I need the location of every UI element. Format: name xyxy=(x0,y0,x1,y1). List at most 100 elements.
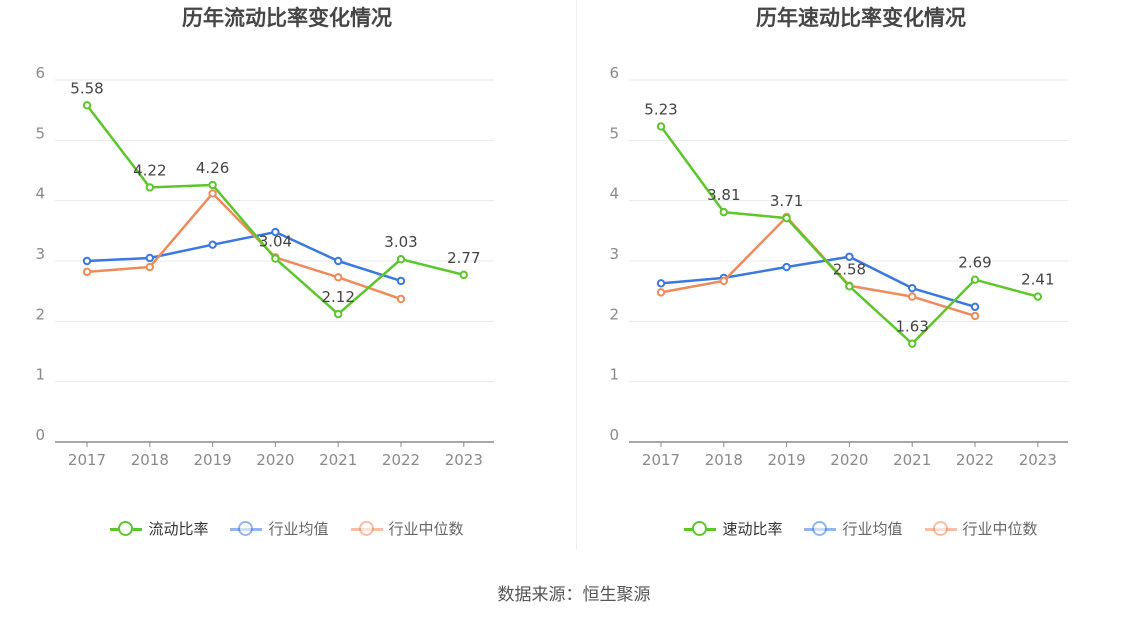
data-point xyxy=(208,189,217,198)
data-point xyxy=(845,252,854,261)
x-tick-label: 2019 xyxy=(768,451,806,469)
x-tick-label: 2018 xyxy=(705,451,743,469)
data-point xyxy=(208,240,217,249)
data-point xyxy=(459,270,468,280)
legend-label: 行业均值 xyxy=(268,520,329,538)
series-line xyxy=(86,230,402,283)
x-tick-label: 2018 xyxy=(131,451,169,469)
data-label: 2.77 xyxy=(447,249,480,267)
data-point xyxy=(396,254,406,264)
data-point xyxy=(970,302,980,312)
y-tick-label: 5 xyxy=(35,124,45,142)
y-tick-label: 2 xyxy=(609,305,619,323)
data-label: 2.69 xyxy=(958,254,991,272)
source-note: 数据来源：恒生聚源 xyxy=(497,585,651,605)
legend-swatch-icon xyxy=(230,520,263,537)
y-tick-label: 6 xyxy=(35,64,45,82)
x-tick-label: 2017 xyxy=(642,451,680,469)
legend-item[interactable]: 流动比率 xyxy=(110,518,208,539)
data-point xyxy=(656,279,666,288)
y-tick-label: 1 xyxy=(35,366,45,384)
x-tick-label: 2022 xyxy=(382,451,420,469)
data-point xyxy=(908,339,917,348)
series-line xyxy=(660,215,976,318)
legend-circle-icon xyxy=(812,520,828,536)
legend-item[interactable]: 速动比率 xyxy=(684,518,782,539)
data-point xyxy=(719,207,729,217)
y-tick-label: 1 xyxy=(609,366,619,384)
data-point xyxy=(396,294,406,304)
x-tick-label: 2020 xyxy=(830,451,868,469)
data-point xyxy=(782,262,791,272)
y-tick-label: 4 xyxy=(35,185,45,203)
legend: 流动比率 行业均值 行业中位数 xyxy=(0,518,574,539)
data-label: 2.58 xyxy=(833,260,866,278)
data-point xyxy=(908,292,917,301)
data-label: 1.63 xyxy=(895,318,928,336)
x-tick-label: 2023 xyxy=(1019,451,1057,469)
data-point xyxy=(145,262,155,272)
data-point xyxy=(970,275,980,284)
x-tick-label: 2023 xyxy=(445,451,483,469)
data-label: 5.58 xyxy=(70,79,103,97)
data-point xyxy=(271,227,280,237)
legend-label: 行业中位数 xyxy=(962,520,1038,538)
data-label: 3.04 xyxy=(259,233,292,251)
legend-swatch-icon xyxy=(804,520,837,537)
data-point xyxy=(782,213,791,223)
data-point xyxy=(82,101,92,110)
data-point xyxy=(334,309,343,319)
series-line xyxy=(659,125,1039,345)
data-point xyxy=(970,311,980,321)
y-tick-label: 6 xyxy=(609,64,619,82)
x-tick-label: 2021 xyxy=(893,451,931,469)
y-tick-label: 4 xyxy=(609,185,619,203)
data-label: 5.23 xyxy=(644,100,677,118)
legend-swatch-icon xyxy=(684,520,717,537)
data-label: 2.12 xyxy=(321,288,354,306)
data-point xyxy=(82,267,92,277)
x-tick-label: 2022 xyxy=(956,451,994,469)
data-point xyxy=(656,288,666,297)
x-tick-label: 2017 xyxy=(68,451,106,469)
data-point xyxy=(271,254,280,263)
y-tick-label: 0 xyxy=(609,426,619,444)
legend-label: 行业均值 xyxy=(842,520,903,538)
legend-item[interactable]: 行业中位数 xyxy=(350,518,464,539)
legend-swatch-icon xyxy=(924,520,957,537)
data-label: 2.41 xyxy=(1021,271,1054,289)
legend-circle-icon xyxy=(358,520,374,536)
x-tick-label: 2021 xyxy=(319,451,357,469)
legend-circle-icon xyxy=(118,520,134,536)
y-tick-label: 3 xyxy=(35,245,45,263)
chart-panel-current-ratio: 历年流动比率变化情况 0 1 2 3 4 5 6 2017 2018 2019 2020 2021 20… xyxy=(0,0,574,560)
legend-label: 流动比率 xyxy=(148,520,209,538)
y-tick-label: 3 xyxy=(609,245,619,263)
legend-item[interactable]: 行业均值 xyxy=(230,518,329,539)
legend-swatch-icon xyxy=(110,520,143,537)
plot-area: 0 1 2 3 4 5 6 2017 2018 2019 2020 2021 2022 2023 5.58 4… xyxy=(35,64,494,469)
data-point xyxy=(145,183,155,192)
data-label: 4.26 xyxy=(196,159,229,177)
data-point xyxy=(145,253,155,263)
x-tick-label: 2019 xyxy=(194,451,232,469)
plot-area: 0 1 2 3 4 5 6 2017 2018 2019 2020 2021 2022 2023 5.23 3… xyxy=(609,64,1068,469)
panel-divider xyxy=(576,0,577,550)
legend-circle-icon xyxy=(932,520,948,536)
data-point xyxy=(845,282,854,291)
data-point xyxy=(396,276,406,286)
data-point xyxy=(908,283,917,293)
data-point xyxy=(656,122,666,131)
series-line xyxy=(86,192,402,301)
legend-circle-icon xyxy=(238,520,254,536)
chart-title: 历年流动比率变化情况 xyxy=(182,6,392,30)
data-label: 3.03 xyxy=(384,233,417,251)
legend-item[interactable]: 行业均值 xyxy=(804,518,903,539)
data-point xyxy=(82,256,92,266)
series-line xyxy=(660,255,976,309)
data-point xyxy=(208,180,217,190)
legend: 速动比率 行业均值 行业中位数 xyxy=(574,518,1148,539)
legend-label: 速动比率 xyxy=(722,520,783,538)
chart-panel-quick-ratio: 历年速动比率变化情况 0 1 2 3 4 5 6 2017 2018 2019 2020 2021 20… xyxy=(574,0,1148,560)
legend-item[interactable]: 行业中位数 xyxy=(924,518,1038,539)
